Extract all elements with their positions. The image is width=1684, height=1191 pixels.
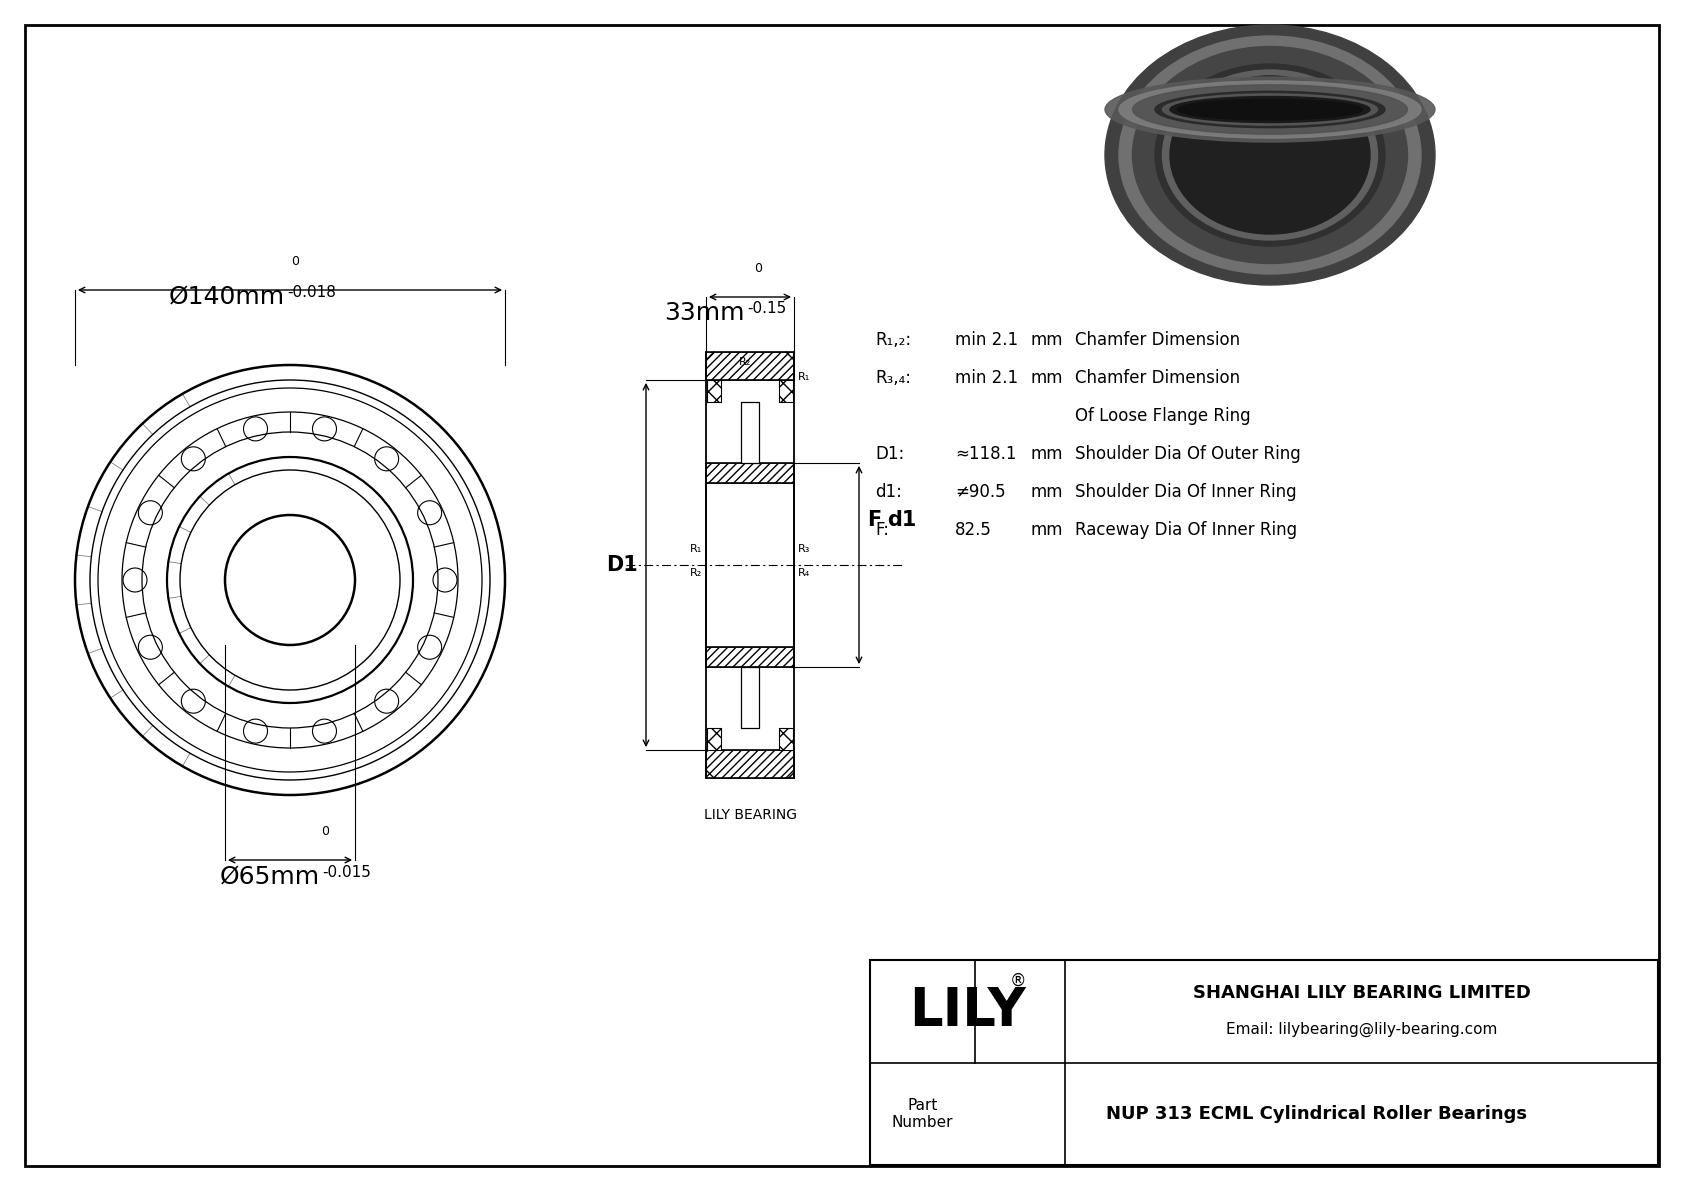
Ellipse shape — [1133, 85, 1408, 135]
Text: min 2.1: min 2.1 — [955, 331, 1019, 349]
Ellipse shape — [1118, 81, 1421, 138]
Text: R₂: R₂ — [739, 357, 751, 367]
Ellipse shape — [1105, 77, 1435, 142]
Text: LILY BEARING: LILY BEARING — [704, 807, 797, 822]
Bar — [707, 728, 721, 750]
Text: D1:: D1: — [876, 445, 904, 463]
Text: D1: D1 — [606, 555, 638, 575]
Bar — [741, 667, 759, 728]
Text: ®: ® — [1009, 971, 1026, 990]
Text: R₃: R₃ — [798, 544, 810, 554]
Text: R₂: R₂ — [690, 568, 702, 578]
Bar — [707, 728, 721, 750]
Text: Chamfer Dimension: Chamfer Dimension — [1074, 331, 1239, 349]
Text: d1: d1 — [887, 510, 916, 530]
Text: d1:: d1: — [876, 484, 903, 501]
Text: R₁: R₁ — [798, 372, 810, 382]
Text: Raceway Dia Of Inner Ring: Raceway Dia Of Inner Ring — [1074, 520, 1297, 540]
Text: Chamfer Dimension: Chamfer Dimension — [1074, 369, 1239, 387]
Bar — [780, 728, 793, 750]
Text: Part
Number: Part Number — [893, 1098, 953, 1130]
Text: mm: mm — [1031, 484, 1063, 501]
Text: 0: 0 — [754, 262, 761, 275]
Text: F: F — [867, 510, 881, 530]
Ellipse shape — [1155, 64, 1384, 247]
Text: Email: lilybearing@lily-bearing.com: Email: lilybearing@lily-bearing.com — [1226, 1022, 1497, 1037]
Bar — [707, 380, 721, 403]
Text: mm: mm — [1031, 445, 1063, 463]
Bar — [741, 403, 759, 463]
Text: R₄: R₄ — [798, 568, 810, 578]
Bar — [780, 380, 793, 403]
Text: -0.015: -0.015 — [322, 865, 370, 880]
Bar — [706, 647, 793, 667]
Bar — [871, 960, 1659, 1165]
Text: 33mm: 33mm — [665, 301, 744, 325]
Bar — [707, 380, 721, 403]
Text: Ø140mm: Ø140mm — [168, 285, 285, 308]
Ellipse shape — [1105, 25, 1435, 285]
Text: R₁,₂:: R₁,₂: — [876, 331, 911, 349]
Ellipse shape — [1170, 76, 1371, 233]
Text: NUP 313 ECML Cylindrical Roller Bearings: NUP 313 ECML Cylindrical Roller Bearings — [1106, 1105, 1527, 1123]
Bar — [780, 380, 793, 403]
Bar — [706, 647, 793, 667]
Text: -0.15: -0.15 — [748, 301, 786, 316]
Text: 0: 0 — [322, 825, 328, 838]
Bar — [706, 353, 793, 380]
Ellipse shape — [1177, 99, 1362, 120]
Text: Of Loose Flange Ring: Of Loose Flange Ring — [1074, 407, 1251, 425]
Ellipse shape — [1170, 96, 1371, 123]
Ellipse shape — [1133, 46, 1408, 263]
Text: ≠90.5: ≠90.5 — [955, 484, 1005, 501]
Text: mm: mm — [1031, 331, 1063, 349]
Text: -0.018: -0.018 — [286, 285, 335, 300]
Text: Shoulder Dia Of Outer Ring: Shoulder Dia Of Outer Ring — [1074, 445, 1300, 463]
Ellipse shape — [1162, 94, 1378, 125]
Ellipse shape — [1155, 92, 1384, 127]
Bar — [706, 353, 793, 380]
Bar — [706, 750, 793, 778]
Text: mm: mm — [1031, 520, 1063, 540]
Text: R₁: R₁ — [690, 544, 702, 554]
Text: mm: mm — [1031, 369, 1063, 387]
Text: LILY: LILY — [909, 985, 1026, 1037]
Text: R₃,₄:: R₃,₄: — [876, 369, 911, 387]
Ellipse shape — [1118, 36, 1421, 274]
Text: min 2.1: min 2.1 — [955, 369, 1019, 387]
Text: Ø65mm: Ø65mm — [221, 865, 320, 888]
Bar — [706, 463, 793, 484]
Text: SHANGHAI LILY BEARING LIMITED: SHANGHAI LILY BEARING LIMITED — [1192, 984, 1531, 1003]
Text: F:: F: — [876, 520, 889, 540]
Text: ≈118.1: ≈118.1 — [955, 445, 1017, 463]
Bar — [706, 463, 793, 484]
Text: 82.5: 82.5 — [955, 520, 992, 540]
Text: Shoulder Dia Of Inner Ring: Shoulder Dia Of Inner Ring — [1074, 484, 1297, 501]
Ellipse shape — [1162, 70, 1378, 241]
Text: 0: 0 — [291, 255, 300, 268]
Bar — [706, 750, 793, 778]
Bar — [780, 728, 793, 750]
